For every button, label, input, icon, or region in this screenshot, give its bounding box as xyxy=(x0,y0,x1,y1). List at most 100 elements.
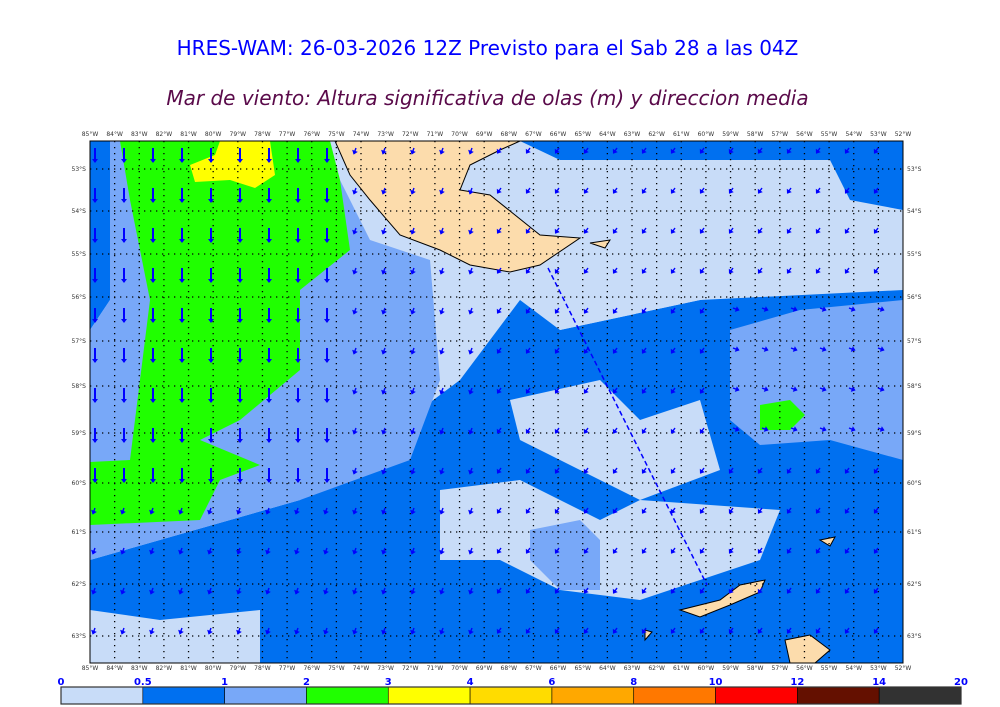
legend-tick: 8 xyxy=(630,677,637,688)
arrow xyxy=(324,388,330,403)
lat-label: 55°S xyxy=(72,251,87,258)
arrow xyxy=(757,187,763,194)
lon-label: 79°W xyxy=(230,131,247,138)
arrow xyxy=(848,426,856,432)
arrow xyxy=(844,227,850,234)
arrow xyxy=(150,428,156,443)
arrow xyxy=(728,507,734,514)
arrow xyxy=(323,507,329,515)
arrow xyxy=(295,428,301,443)
lon-label: 73°W xyxy=(377,131,394,138)
arrow xyxy=(761,386,769,392)
arrow xyxy=(352,467,358,475)
lat-label: 54°S xyxy=(907,208,922,215)
lon-label: 55°W xyxy=(821,131,838,138)
lat-label: 62°S xyxy=(72,581,87,588)
arrow xyxy=(732,386,740,392)
arrow xyxy=(179,388,185,403)
lon-label: 57°W xyxy=(772,131,789,138)
arrow xyxy=(207,507,213,515)
arrow xyxy=(150,388,156,403)
arrow xyxy=(439,347,445,355)
arrow xyxy=(670,467,676,474)
lon-label: 71°W xyxy=(427,665,444,672)
lon-label: 68°W xyxy=(501,665,518,672)
arrow xyxy=(554,627,560,634)
arrow xyxy=(699,267,705,274)
arrow xyxy=(468,547,474,555)
arrow xyxy=(294,507,300,515)
arrow xyxy=(266,308,272,323)
arrow xyxy=(468,227,474,235)
arrow xyxy=(381,307,387,315)
arrow xyxy=(410,267,416,275)
arrow xyxy=(873,627,879,634)
lon-label: 62°W xyxy=(648,131,665,138)
arrow xyxy=(496,147,502,154)
arrow xyxy=(815,147,821,154)
chart-subtitle: Mar de viento: Altura significativa de o… xyxy=(166,86,809,110)
arrow xyxy=(236,507,242,515)
lat-label: 58°S xyxy=(907,383,922,390)
arrow xyxy=(670,227,676,234)
arrow xyxy=(525,387,531,394)
lon-label: 84°W xyxy=(106,131,123,138)
arrow xyxy=(786,587,792,594)
arrow xyxy=(92,388,98,403)
arrow xyxy=(699,307,705,314)
arrow xyxy=(554,307,560,314)
lat-label: 59°S xyxy=(72,430,87,437)
arrow xyxy=(179,348,185,363)
lat-label: 53°S xyxy=(72,166,87,173)
wave-direction-arrows xyxy=(91,147,885,635)
arrow xyxy=(208,228,214,243)
arrow xyxy=(699,347,705,354)
arrow xyxy=(670,387,676,394)
arrow xyxy=(612,347,618,354)
arrow xyxy=(670,187,676,194)
arrow xyxy=(352,307,358,315)
arrow xyxy=(525,347,531,354)
arrow xyxy=(178,547,184,555)
arrow xyxy=(790,426,798,432)
arrow xyxy=(496,267,502,274)
lon-label: 63°W xyxy=(624,665,641,672)
arrow xyxy=(786,467,792,474)
arrow xyxy=(439,627,445,635)
arrow xyxy=(439,427,445,435)
arrow xyxy=(295,388,301,403)
arrow xyxy=(554,227,560,234)
lon-label: 64°W xyxy=(599,131,616,138)
arrow xyxy=(699,547,705,554)
arrow xyxy=(121,348,127,363)
arrow xyxy=(381,387,387,395)
arrow xyxy=(670,587,676,594)
arrow xyxy=(237,468,243,483)
arrow xyxy=(410,587,416,595)
arrow xyxy=(761,306,769,312)
arrow xyxy=(179,428,185,443)
arrow xyxy=(265,547,271,555)
arrow xyxy=(728,187,734,194)
arrow xyxy=(468,267,474,275)
arrow xyxy=(295,188,301,203)
arrow xyxy=(439,587,445,595)
arrow xyxy=(583,587,589,594)
arrow xyxy=(352,227,358,235)
arrow xyxy=(583,427,589,434)
arrow xyxy=(381,187,387,195)
arrow xyxy=(266,188,272,203)
arrow xyxy=(525,307,531,314)
legend-swatch xyxy=(878,686,962,705)
arrow xyxy=(848,346,856,352)
arrow xyxy=(410,187,416,195)
arrow xyxy=(324,428,330,443)
arrow xyxy=(757,467,763,474)
arrow xyxy=(236,627,242,635)
lon-label: 84°W xyxy=(106,665,123,672)
arrow xyxy=(525,627,531,634)
arrow xyxy=(208,308,214,323)
arrow xyxy=(496,467,502,474)
arrow xyxy=(670,147,676,154)
lon-label: 68°W xyxy=(501,131,518,138)
